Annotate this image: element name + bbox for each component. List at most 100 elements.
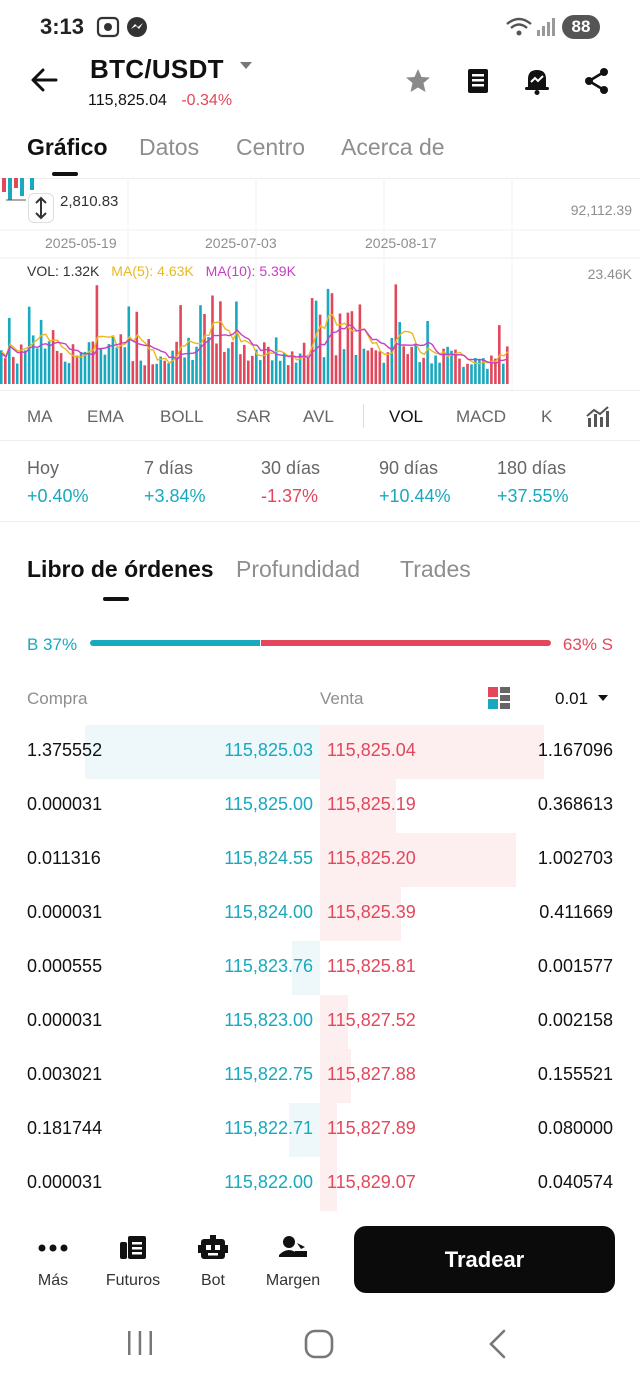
tab-order-book[interactable]: Libro de órdenes <box>27 556 214 582</box>
volume-bar <box>103 354 107 384</box>
order-row[interactable]: 0.011316 115,824.55 115,825.20 1.002703 <box>0 833 640 887</box>
bottom-bot[interactable]: Bot <box>173 1234 253 1290</box>
bid-quantity: 0.000031 <box>27 794 103 814</box>
volume-bar <box>75 355 79 384</box>
volume-bar <box>270 360 274 384</box>
perf-value: +10.44% <box>379 486 451 506</box>
indicator-boll[interactable]: BOLL <box>160 407 204 426</box>
volume-bar <box>243 344 246 384</box>
volume-bar <box>127 306 131 384</box>
ask-quantity: 0.080000 <box>537 1118 613 1138</box>
order-row[interactable]: 1.375552 115,825.03 115,825.04 1.167096 <box>0 725 640 779</box>
margin-icon <box>279 1236 307 1257</box>
back-arrow-icon[interactable] <box>28 64 60 96</box>
pair-dropdown-caret-icon[interactable] <box>240 62 252 69</box>
ask-depth-bar <box>320 1157 337 1211</box>
volume-bar <box>482 358 485 384</box>
tab-about[interactable]: Acerca de <box>341 134 445 160</box>
indicator-ma[interactable]: MA <box>27 407 53 426</box>
bottom-more[interactable]: Más <box>13 1234 93 1290</box>
recent-apps-icon[interactable] <box>126 1328 154 1358</box>
precision-select[interactable]: 0.01 <box>555 689 589 708</box>
volume-bar <box>263 342 266 384</box>
back-nav-icon[interactable] <box>486 1328 510 1360</box>
pair-title[interactable]: BTC/USDT <box>90 54 224 84</box>
tab-underline <box>52 172 78 176</box>
volume-bar <box>63 361 67 384</box>
volume-bar <box>318 314 322 384</box>
perf-value: +3.84% <box>144 486 206 506</box>
star-icon[interactable] <box>403 66 433 96</box>
bottom-label: Futuros <box>105 1272 161 1289</box>
volume-bar <box>350 311 354 384</box>
notebook-icon[interactable] <box>463 66 493 96</box>
status-time: 3:13 <box>40 14 85 39</box>
volume-bar <box>179 305 182 384</box>
indicator-divider <box>363 404 364 428</box>
volume-bar <box>298 353 302 384</box>
price-volume-chart[interactable] <box>0 178 640 390</box>
volume-bar <box>426 321 429 384</box>
volume-bar <box>175 341 178 384</box>
order-row[interactable]: 0.000031 115,822.00 115,829.07 0.040574 <box>0 1157 640 1211</box>
volume-bar <box>434 355 437 384</box>
volume-bar <box>502 363 505 384</box>
scale-toggle[interactable] <box>28 193 54 223</box>
chevron-down-icon[interactable] <box>598 695 608 701</box>
share-icon[interactable] <box>582 66 612 96</box>
volume-bar <box>278 360 282 384</box>
bid-price: 115,822.00 <box>224 1172 313 1192</box>
col-sell-header: Venta <box>320 689 364 708</box>
volume-bar <box>470 364 473 384</box>
order-row[interactable]: 0.003021 115,822.75 115,827.88 0.155521 <box>0 1049 640 1103</box>
bid-price: 115,824.55 <box>224 848 313 868</box>
tab-data[interactable]: Datos <box>139 134 200 160</box>
order-row[interactable]: 0.000031 115,825.00 115,825.19 0.368613 <box>0 779 640 833</box>
bottom-futures[interactable]: Futuros <box>93 1234 173 1290</box>
ask-quantity: 0.368613 <box>537 794 613 814</box>
trade-button[interactable]: Tradear <box>354 1226 615 1293</box>
order-row[interactable]: 0.000031 115,824.00 115,825.39 0.411669 <box>0 887 640 941</box>
indicator-sar[interactable]: SAR <box>236 407 271 426</box>
volume-bar <box>215 343 218 384</box>
volume-bar <box>378 351 382 384</box>
volume-bar <box>223 351 226 384</box>
perf-value: -1.37% <box>261 486 319 506</box>
order-row[interactable]: 0.000555 115,823.76 115,825.81 0.001577 <box>0 941 640 995</box>
order-row[interactable]: 0.181744 115,822.71 115,827.89 0.080000 <box>0 1103 640 1157</box>
indicator-settings-icon[interactable] <box>586 406 610 428</box>
volume-bar <box>390 338 394 384</box>
tab-trades[interactable]: Trades <box>400 556 471 582</box>
volume-bar <box>474 358 477 384</box>
volume-bar <box>211 295 214 384</box>
tab-center[interactable]: Centro <box>236 134 306 160</box>
volume-bar <box>107 344 111 384</box>
alert-bell-icon[interactable] <box>522 66 552 96</box>
order-row[interactable]: 0.000031 115,823.00 115,827.52 0.002158 <box>0 995 640 1049</box>
tab-chart[interactable]: Gráfico <box>27 134 108 160</box>
book-layout-icon[interactable] <box>487 686 511 710</box>
volume-bar <box>430 363 433 384</box>
perf-label: Hoy <box>27 458 60 478</box>
bid-quantity: 0.000031 <box>27 1172 103 1192</box>
divider <box>0 440 640 441</box>
volume-bar <box>442 348 445 384</box>
volume-bar <box>251 355 254 384</box>
volume-bar <box>191 360 194 384</box>
indicator-avl[interactable]: AVL <box>303 407 334 426</box>
volume-bar <box>326 288 330 384</box>
ask-price: 115,827.89 <box>327 1118 416 1138</box>
volume-bar <box>115 347 119 384</box>
home-icon[interactable] <box>303 1328 335 1360</box>
indicator-macd[interactable]: MACD <box>456 407 507 426</box>
volume-bar <box>386 352 390 384</box>
bid-price: 115,825.03 <box>224 740 313 760</box>
indicator-ema[interactable]: EMA <box>87 407 124 426</box>
volume-bar <box>466 363 469 384</box>
bottom-margin[interactable]: Margen <box>253 1234 333 1290</box>
indicator-vol[interactable]: VOL <box>389 407 424 426</box>
tab-depth[interactable]: Profundidad <box>236 556 361 582</box>
indicator-k[interactable]: K <box>541 407 553 426</box>
volume-bar <box>486 368 489 384</box>
volume-bar <box>55 350 59 384</box>
